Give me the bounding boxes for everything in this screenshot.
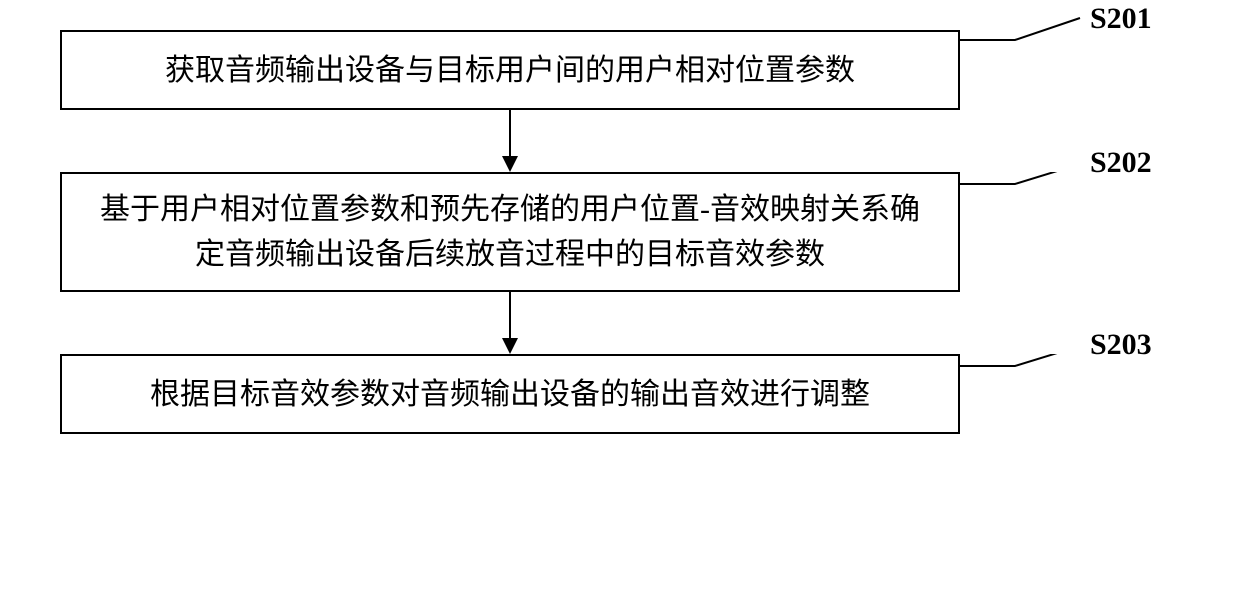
step-label-s203: S203 [1090, 328, 1152, 362]
step-box-s201: 获取音频输出设备与目标用户间的用户相对位置参数 [60, 30, 960, 110]
connector-s203 [960, 354, 1090, 394]
connector-s202 [960, 172, 1090, 212]
arrow-down-icon [495, 292, 525, 354]
arrow-2 [60, 292, 960, 354]
step-label-s201: S201 [1090, 2, 1152, 36]
arrow-down-icon [495, 110, 525, 172]
arrow-1 [60, 110, 960, 172]
step-label-s202: S202 [1090, 146, 1152, 180]
step-text-s202: 基于用户相对位置参数和预先存储的用户位置-音效映射关系确定音频输出设备后续放音过… [92, 187, 928, 277]
step-box-s202: 基于用户相对位置参数和预先存储的用户位置-音效映射关系确定音频输出设备后续放音过… [60, 172, 960, 292]
step-box-s203: 根据目标音效参数对音频输出设备的输出音效进行调整 [60, 354, 960, 434]
step-text-s201: 获取音频输出设备与目标用户间的用户相对位置参数 [165, 48, 855, 93]
step-text-s203: 根据目标音效参数对音频输出设备的输出音效进行调整 [150, 372, 870, 417]
connector-s201 [960, 10, 1090, 50]
